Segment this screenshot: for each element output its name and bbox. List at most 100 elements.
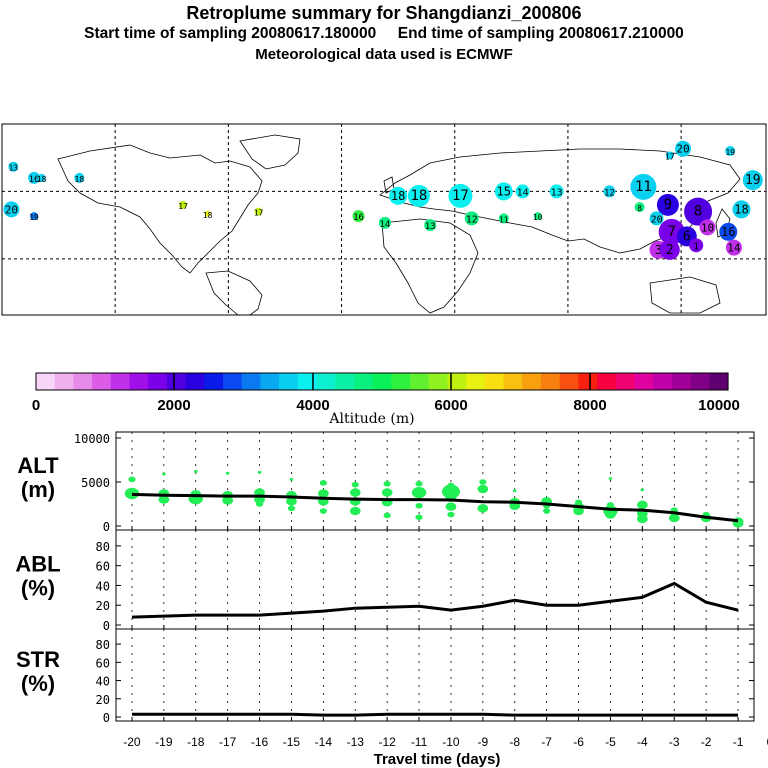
scatter-point bbox=[162, 472, 166, 476]
plume-marker-label: 9 bbox=[664, 197, 672, 213]
colorbar-tick: 4000 bbox=[296, 397, 329, 414]
y-tick-label: 80 bbox=[96, 540, 110, 554]
colorbar-cell bbox=[447, 373, 467, 390]
panel-ylabel: (m) bbox=[21, 477, 55, 502]
coastline-africa bbox=[381, 218, 479, 314]
x-tick-label: -11 bbox=[411, 735, 428, 749]
plume-marker bbox=[533, 212, 542, 221]
plume-marker bbox=[464, 211, 479, 226]
colorbar-cell bbox=[522, 373, 542, 390]
panel-ylabel: (%) bbox=[21, 671, 55, 696]
y-tick-label: 20 bbox=[96, 693, 110, 707]
plume-marker-label: 10 bbox=[701, 221, 714, 234]
y-tick-label: 60 bbox=[96, 560, 110, 574]
plume-marker-label: 16 bbox=[29, 175, 40, 185]
alt-panel: 10000 5000 0 ALT(m) bbox=[17, 431, 755, 534]
plume-marker-label: 18 bbox=[391, 189, 405, 203]
x-tick-label: -20 bbox=[123, 735, 141, 749]
colorbar-cell bbox=[73, 373, 93, 390]
colorbar-cell bbox=[260, 373, 280, 390]
plume-marker-label: 17 bbox=[665, 152, 675, 161]
x-tick-label: -5 bbox=[605, 735, 616, 749]
scatter-point bbox=[447, 511, 455, 518]
plume-marker-label: 8 bbox=[637, 204, 642, 213]
colorbar-cell bbox=[559, 373, 579, 390]
plume-marker-label: 14 bbox=[517, 187, 529, 198]
scatter-point bbox=[193, 470, 198, 473]
plume-marker-label: 18 bbox=[734, 202, 748, 216]
scatter-point bbox=[415, 502, 423, 509]
x-tick-label: -9 bbox=[478, 735, 489, 749]
plume-marker-label: 3 bbox=[655, 243, 662, 257]
colorbar-cell bbox=[634, 373, 654, 390]
colorbar-cell bbox=[671, 373, 692, 390]
colorbar-cell bbox=[297, 373, 318, 390]
colorbar-cell bbox=[54, 373, 75, 390]
plume-marker-label: 17 bbox=[452, 188, 469, 204]
x-tick-label: -18 bbox=[187, 735, 205, 749]
x-tick-label: -6 bbox=[573, 735, 584, 749]
plume-marker-label: 11 bbox=[499, 215, 509, 224]
plume-marker-label: 2 bbox=[666, 243, 674, 258]
plume-marker-label: 16 bbox=[721, 225, 735, 239]
plume-marker-label: 16 bbox=[353, 213, 364, 223]
y-tick-label: 20 bbox=[96, 599, 110, 613]
scatter-point bbox=[128, 476, 136, 483]
scatter-point bbox=[415, 480, 423, 487]
plume-marker-label: 8 bbox=[694, 204, 702, 220]
plume-marker bbox=[254, 207, 263, 216]
plume-marker bbox=[732, 200, 751, 219]
x-axis-label: Travel time (days) bbox=[374, 751, 501, 768]
plume-marker bbox=[204, 210, 211, 217]
plume-marker-label: 18 bbox=[203, 211, 213, 220]
plume-marker bbox=[699, 219, 716, 236]
plume-marker-label: 19 bbox=[745, 173, 761, 188]
scatter-point bbox=[349, 506, 361, 516]
scatter-point bbox=[411, 486, 427, 499]
chart-title: Retroplume summary for Shangdianzi_20080… bbox=[186, 3, 582, 23]
plume-marker bbox=[424, 219, 437, 232]
y-tick-label: 0 bbox=[103, 619, 110, 633]
scatter-point bbox=[477, 484, 489, 494]
sampling-time-subtitle: Start time of sampling 20080617.180000 E… bbox=[84, 25, 684, 42]
alt-mean-line bbox=[131, 492, 739, 523]
colorbar-cell bbox=[428, 373, 449, 390]
colorbar-cell bbox=[110, 373, 131, 390]
colorbar-cell bbox=[279, 373, 299, 390]
scatter-point bbox=[222, 496, 234, 505]
colorbar-cell bbox=[615, 373, 636, 390]
colorbar-cell bbox=[391, 373, 411, 390]
scatter-point bbox=[287, 505, 296, 512]
plume-marker bbox=[448, 183, 473, 208]
x-tick-label: -19 bbox=[155, 735, 173, 749]
plume-marker bbox=[389, 186, 408, 205]
scatter-point bbox=[415, 514, 423, 520]
x-tick-label: -7 bbox=[541, 735, 552, 749]
colorbar-cell bbox=[484, 373, 505, 390]
scatter-point bbox=[255, 501, 264, 507]
str-line bbox=[131, 712, 739, 717]
colorbar-cell bbox=[129, 373, 149, 390]
plume-marker bbox=[74, 172, 85, 183]
plume-marker-label: 1 bbox=[693, 241, 699, 252]
plume-marker bbox=[674, 140, 691, 157]
scatter-point bbox=[479, 479, 487, 485]
plume-marker bbox=[665, 151, 674, 160]
colorbar-cell bbox=[709, 373, 729, 390]
plume-marker bbox=[28, 171, 41, 184]
colorbar-cell bbox=[540, 373, 561, 390]
colorbar-tick: 8000 bbox=[573, 397, 606, 414]
scatter-point bbox=[636, 514, 648, 524]
colorbar-cell bbox=[503, 373, 523, 390]
plume-marker bbox=[352, 210, 365, 223]
plume-marker bbox=[30, 212, 39, 221]
panel-ylabel: ABL bbox=[15, 552, 60, 577]
plume-marker bbox=[494, 182, 513, 201]
plume-marker-label: 13 bbox=[8, 164, 18, 173]
colorbar-cell bbox=[466, 373, 486, 390]
scatter-point bbox=[543, 508, 551, 514]
x-tick-label: -15 bbox=[283, 735, 301, 749]
x-tick-label: -1 bbox=[733, 735, 744, 749]
